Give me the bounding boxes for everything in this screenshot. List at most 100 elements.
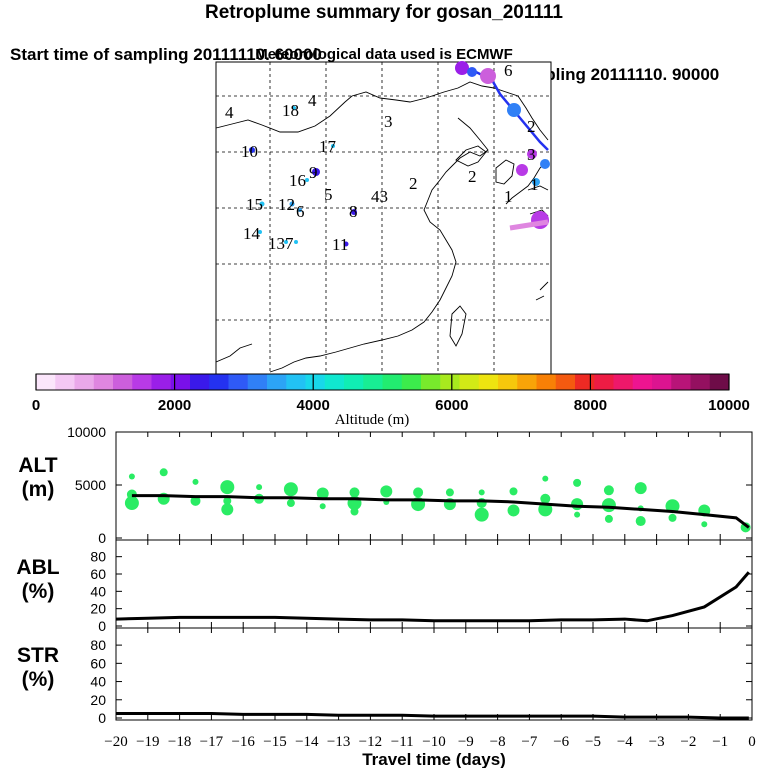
colorbar-swatch xyxy=(113,374,133,390)
ytick-label: 20 xyxy=(90,601,106,617)
altitude-point xyxy=(573,478,582,487)
altitude-point xyxy=(283,482,298,497)
altitude-point xyxy=(540,493,551,504)
altitude-point xyxy=(159,468,168,477)
altitude-point xyxy=(445,488,454,497)
altitude-point xyxy=(601,498,616,513)
map-frame xyxy=(215,61,552,375)
xtick-label: −17 xyxy=(200,734,224,750)
ytick-label: 5000 xyxy=(75,477,106,493)
xtick-label: −14 xyxy=(295,734,319,750)
ytick-label: 40 xyxy=(90,674,106,690)
colorbar-swatch xyxy=(478,374,499,390)
altitude-point xyxy=(221,503,234,516)
xtick-label: −6 xyxy=(553,734,569,750)
colorbar-swatch xyxy=(36,374,56,390)
map-day-label: 15 xyxy=(246,195,263,214)
colorbar-swatch xyxy=(555,374,576,390)
altitude-colorbar: 0 2000 4000 6000 8000 10000 xyxy=(32,373,750,414)
altitude-point xyxy=(413,487,424,498)
colorbar-swatch xyxy=(55,374,75,390)
map-day-label: 3 xyxy=(527,145,536,164)
xtick-label: −20 xyxy=(104,734,127,750)
xtick-label: −7 xyxy=(521,734,537,750)
map-day-label: 43 xyxy=(371,187,388,206)
colorbar-swatch xyxy=(421,374,441,390)
colorbar-swatch xyxy=(170,374,191,390)
map-day-label: 137 xyxy=(268,234,294,253)
xtick-label: −8 xyxy=(490,734,506,750)
altitude-point xyxy=(316,487,329,500)
panel-str: STR(%) 80 60 40 20 0 xyxy=(17,627,753,726)
map-day-label: 10 xyxy=(241,142,258,161)
map-day-label: 17 xyxy=(319,137,337,156)
colorbar-swatch xyxy=(209,374,229,390)
xtick-label: −18 xyxy=(168,734,191,750)
map-day-label: 2 xyxy=(468,167,477,186)
series-line-alt xyxy=(131,494,750,529)
ytick-label: 40 xyxy=(90,583,106,599)
colorbar-swatch xyxy=(536,374,557,390)
map-day-label: 3 xyxy=(384,112,393,131)
series-line-str xyxy=(116,711,749,720)
map-day-label: 5 xyxy=(324,185,333,204)
colorbar-swatch xyxy=(74,374,95,390)
altitude-point xyxy=(380,485,393,498)
colorbar-swatch xyxy=(671,374,691,390)
ytick-label: 60 xyxy=(90,566,106,582)
map-day-label: 14 xyxy=(243,224,261,243)
colorbar-swatch xyxy=(440,374,460,390)
altitude-point xyxy=(223,496,232,505)
ytick-label: 80 xyxy=(90,549,106,565)
map-graticule xyxy=(216,62,551,374)
colorbar-tick-label: 4000 xyxy=(297,397,330,414)
colorbar-swatch xyxy=(401,374,422,390)
altitude-point xyxy=(665,499,680,514)
colorbar-swatch xyxy=(690,374,711,390)
colorbar-swatch xyxy=(344,374,364,390)
xtick-label: −12 xyxy=(359,734,382,750)
series-line-abl xyxy=(115,571,750,623)
altitude-point xyxy=(124,496,139,511)
altitude-point xyxy=(571,498,584,511)
xtick-label: −16 xyxy=(231,734,255,750)
panel-ylabel: STR xyxy=(17,644,59,667)
altitude-point xyxy=(509,487,518,496)
altitude-point xyxy=(604,514,613,523)
xtick-label: −19 xyxy=(136,734,159,750)
met-data-label: Meteorological data used is ECMWF xyxy=(255,46,513,63)
colorbar-swatch xyxy=(151,374,172,390)
colorbar-swatch xyxy=(594,374,614,390)
colorbar-swatch xyxy=(517,374,537,390)
colorbar-swatch xyxy=(709,374,730,390)
altitude-point xyxy=(350,507,359,516)
map-day-label: 1 xyxy=(504,187,513,206)
panel-ylabel: ALT xyxy=(18,454,57,477)
altitude-point xyxy=(474,507,489,522)
colorbar-swatch xyxy=(324,374,345,390)
altitude-point xyxy=(574,511,581,518)
chart-title: Retroplume summary for gosan_201111 xyxy=(205,2,563,23)
xtick-label: −4 xyxy=(617,734,633,750)
altitude-point xyxy=(635,516,646,527)
altitude-point xyxy=(256,484,263,491)
altitude-point xyxy=(507,504,520,517)
colorbar-swatch xyxy=(267,374,287,390)
colorbar-swatch xyxy=(93,374,114,390)
colorbar-swatch xyxy=(247,374,268,390)
colorbar-swatch xyxy=(132,374,152,390)
xtick-label: −2 xyxy=(680,734,696,750)
altitude-point xyxy=(319,503,326,510)
map-plume-markers xyxy=(249,61,550,247)
colorbar-swatch xyxy=(632,374,653,390)
altitude-point xyxy=(542,475,549,482)
colorbar-swatch xyxy=(575,374,595,390)
ytick-label: 80 xyxy=(90,637,106,653)
altitude-point xyxy=(701,521,708,528)
colorbar-swatch xyxy=(305,374,326,390)
altitude-point xyxy=(478,489,485,496)
ytick-label: 20 xyxy=(90,692,106,708)
ytick-label: 10000 xyxy=(67,424,106,440)
